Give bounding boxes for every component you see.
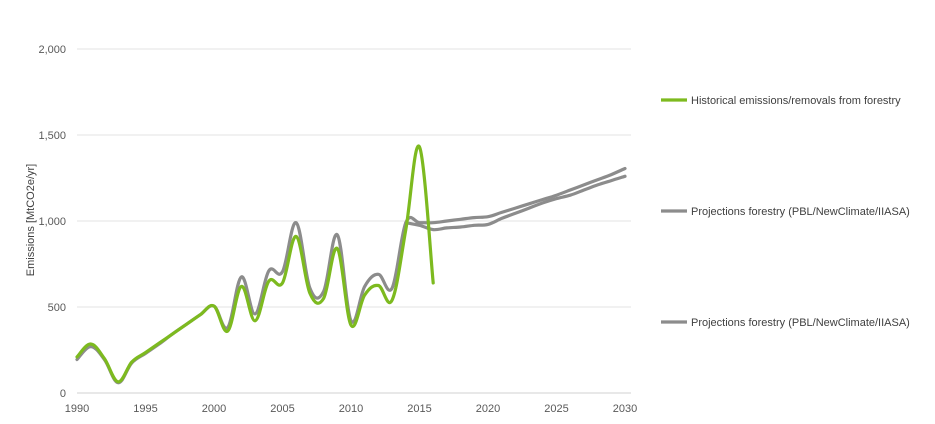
y-tick-label: 0 (60, 388, 66, 400)
series-line-0 (75, 144, 435, 384)
y-axis-title: Emissions [MtCO2e/yr] (25, 164, 37, 276)
legend-label: Projections forestry (PBL/NewClimate/IIA… (691, 206, 910, 218)
y-axis-tick-labels: 0 500 1,000 1,500 2,000 (38, 44, 66, 400)
x-tick-label: 1990 (65, 403, 89, 415)
legend-label: Historical emissions/removals from fores… (691, 95, 901, 107)
x-axis-tick-labels: 1990 1995 2000 2005 2010 2015 2020 2025 2030 (65, 403, 637, 415)
series-line-2 (404, 174, 627, 232)
x-tick-label: 2030 (613, 403, 637, 415)
series-lines (75, 144, 627, 385)
y-tick-label: 2,000 (38, 44, 66, 56)
x-tick-label: 2020 (476, 403, 500, 415)
y-tick-label: 1,000 (38, 216, 66, 228)
y-tick-label: 1,500 (38, 130, 66, 142)
x-tick-label: 2015 (407, 403, 431, 415)
x-tick-label: 2025 (544, 403, 568, 415)
legend-label: Projections forestry (PBL/NewClimate/IIA… (691, 317, 910, 329)
y-tick-label: 500 (48, 302, 66, 314)
x-tick-label: 2000 (202, 403, 226, 415)
x-tick-label: 2005 (270, 403, 294, 415)
gridlines (77, 48, 631, 394)
x-tick-label: 1995 (133, 403, 157, 415)
x-tick-label: 2010 (339, 403, 363, 415)
series-line-1 (75, 166, 627, 385)
legend: Historical emissions/removals from fores… (661, 95, 910, 329)
